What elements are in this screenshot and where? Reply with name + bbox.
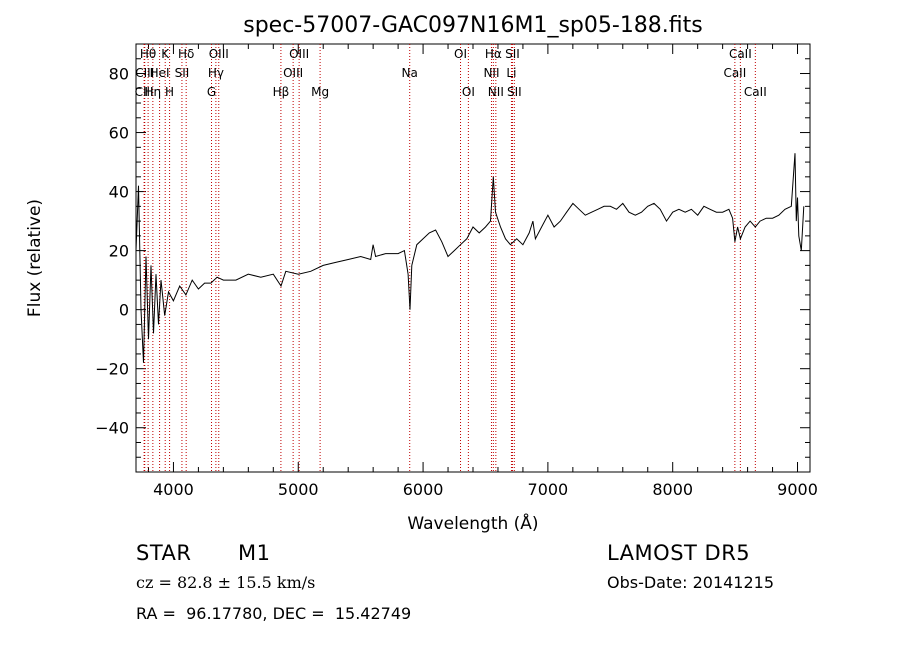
line-id-label: HeI: [150, 66, 170, 80]
line-id-label: H: [165, 85, 174, 99]
line-id-label: Hθ: [140, 47, 156, 61]
x-axis-label: Wavelength (Å): [407, 512, 538, 534]
x-tick-label: 6000: [403, 480, 444, 499]
line-id-label: CaII: [723, 66, 746, 80]
redshift-value: cz = 82.8 ± 15.5 km/s: [136, 573, 316, 592]
line-id-label: Hη: [145, 85, 162, 99]
object-subclass: M1: [238, 541, 271, 565]
line-id-label: OIII: [289, 47, 309, 61]
line-id-label: OI: [454, 47, 467, 61]
line-id-label: Mg: [311, 85, 329, 99]
survey-name: LAMOST DR5: [607, 541, 751, 565]
object-class: STAR: [136, 541, 192, 565]
y-tick-label: 60: [109, 124, 129, 143]
line-id-label: Na: [402, 66, 418, 80]
line-id-label: SII: [505, 47, 520, 61]
y-axis-label: Flux (relative): [25, 199, 45, 317]
line-id-label: K: [161, 47, 170, 61]
chart-title: spec-57007-GAC097N16M1_sp05-188.fits: [243, 13, 703, 38]
line-id-label: OIII: [209, 47, 229, 61]
line-id-label: CaII: [744, 85, 767, 99]
y-tick-label: 80: [109, 65, 129, 84]
line-id-label: NII: [488, 85, 504, 99]
line-id-label: Hβ: [273, 85, 290, 99]
line-id-label: SII: [507, 85, 522, 99]
x-tick-label: 7000: [528, 480, 569, 499]
y-tick-label: 0: [119, 301, 129, 320]
y-tick-label: −20: [95, 360, 129, 379]
x-tick-label: 4000: [153, 480, 194, 499]
line-id-label: Hγ: [208, 66, 224, 80]
line-id-label: Hδ: [178, 47, 194, 61]
line-id-label: G: [207, 85, 216, 99]
line-id-label: SII: [175, 66, 190, 80]
x-tick-label: 9000: [777, 480, 818, 499]
line-id-label: OIII: [283, 66, 303, 80]
line-id-label: CIII: [135, 85, 154, 99]
coordinates: RA = 96.17780, DEC = 15.42749: [136, 604, 412, 623]
x-tick-label: 5000: [278, 480, 319, 499]
line-id-label: Li: [506, 66, 516, 80]
x-tick-label: 8000: [652, 480, 693, 499]
plot-frame: [135, 43, 811, 473]
x-axis-ticks: 4000 5000 6000 7000 8000 9000: [147, 44, 818, 499]
y-axis-ticks: −40 −20 0 20 40 60 80: [95, 43, 810, 458]
line-id-label: CaII: [729, 47, 752, 61]
line-id-label: Hα: [485, 47, 502, 61]
y-tick-label: 20: [109, 242, 129, 261]
spectrum-line: [135, 153, 805, 363]
y-tick-label: −40: [95, 419, 129, 438]
line-id-label: OI: [462, 85, 475, 99]
emission-line-markers: [143, 44, 756, 472]
y-tick-label: 40: [109, 183, 129, 202]
observation-date: Obs-Date: 20141215: [607, 573, 775, 592]
line-id-label: NII: [483, 66, 499, 80]
line-id-label: CIII: [135, 66, 154, 80]
